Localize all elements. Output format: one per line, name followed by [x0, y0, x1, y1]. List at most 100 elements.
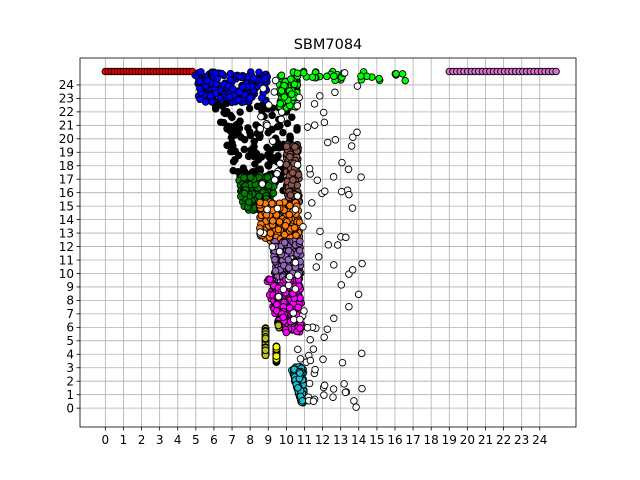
data-point [245, 128, 254, 136]
y-tick-label: 14 [59, 213, 74, 227]
x-tick-label: 24 [532, 433, 547, 447]
x-tick-label: 11 [297, 433, 312, 447]
data-point [296, 324, 304, 332]
data-point [329, 173, 338, 181]
points-layer [101, 67, 560, 411]
chart-title: SBM7084 [294, 37, 363, 53]
data-point [300, 307, 308, 315]
data-point [203, 77, 211, 85]
data-point [266, 275, 274, 284]
data-point [274, 321, 283, 330]
x-tick-label: 9 [264, 433, 272, 447]
data-point [285, 272, 294, 281]
data-point [218, 69, 226, 78]
data-point [288, 168, 297, 177]
data-point [320, 333, 328, 341]
data-point [295, 93, 303, 102]
x-tick-label: 12 [315, 433, 330, 447]
data-point [305, 379, 314, 388]
data-point [289, 309, 298, 317]
data-point [246, 94, 255, 102]
y-tick-label: 6 [66, 321, 74, 335]
x-tick-label: 5 [192, 433, 200, 447]
data-point [229, 142, 237, 150]
data-point [257, 94, 266, 102]
data-point [341, 388, 350, 397]
data-point [348, 266, 357, 274]
data-point [345, 190, 353, 199]
data-point [229, 85, 237, 93]
data-point [240, 173, 248, 182]
data-point [272, 352, 281, 360]
data-point [274, 152, 282, 160]
data-point [289, 176, 297, 184]
data-point [311, 365, 319, 374]
data-point [256, 198, 264, 207]
y-tick-label: 17 [59, 173, 74, 187]
data-point [271, 76, 280, 85]
x-tick-label: 17 [405, 433, 420, 447]
data-point [398, 70, 407, 78]
data-point [274, 292, 283, 301]
data-point [255, 133, 264, 142]
y-tick-label: 5 [66, 334, 74, 348]
data-point [282, 142, 291, 151]
y-tick-label: 9 [66, 280, 74, 294]
data-point [216, 118, 225, 126]
data-point [306, 356, 315, 365]
series-0 [101, 67, 196, 76]
data-point [283, 119, 292, 128]
data-point [250, 74, 258, 83]
data-point [303, 123, 312, 131]
data-point [285, 210, 294, 219]
data-point [277, 108, 286, 116]
data-point [196, 84, 204, 93]
data-point [253, 102, 262, 111]
x-tick-label: 18 [424, 433, 439, 447]
data-point [308, 199, 316, 207]
data-point [329, 385, 338, 393]
data-point [291, 205, 300, 214]
data-point [354, 290, 363, 299]
x-tick-label: 20 [460, 433, 475, 447]
data-point [277, 115, 285, 124]
x-tick-label: 14 [351, 433, 366, 447]
data-point [329, 393, 337, 401]
data-point [293, 102, 302, 110]
data-point [293, 123, 301, 132]
data-point [293, 69, 302, 77]
plot-frame [79, 57, 577, 428]
data-point [276, 99, 284, 108]
data-point [299, 223, 307, 231]
data-point [197, 68, 205, 76]
data-point [303, 323, 312, 332]
data-point [268, 243, 277, 251]
data-point [290, 315, 298, 324]
data-point [287, 90, 296, 98]
y-tick-label: 11 [59, 253, 74, 267]
data-point [304, 211, 312, 220]
data-point [211, 102, 220, 111]
data-point [279, 313, 287, 321]
data-point [263, 121, 271, 130]
data-point [296, 237, 304, 245]
data-point [236, 108, 244, 116]
data-point [305, 164, 314, 173]
x-tick-label: 6 [210, 433, 218, 447]
y-tick-label: 23 [59, 92, 74, 106]
data-point [375, 74, 383, 83]
data-point [235, 88, 244, 96]
x-tick-label: 23 [514, 433, 529, 447]
data-point [282, 328, 290, 337]
data-point [347, 142, 356, 150]
data-point [250, 137, 259, 146]
data-point [201, 98, 210, 106]
data-point [256, 124, 265, 133]
data-point [264, 162, 273, 170]
data-point [212, 89, 220, 97]
data-point [330, 72, 338, 80]
data-point [284, 247, 293, 255]
data-point [256, 228, 265, 236]
